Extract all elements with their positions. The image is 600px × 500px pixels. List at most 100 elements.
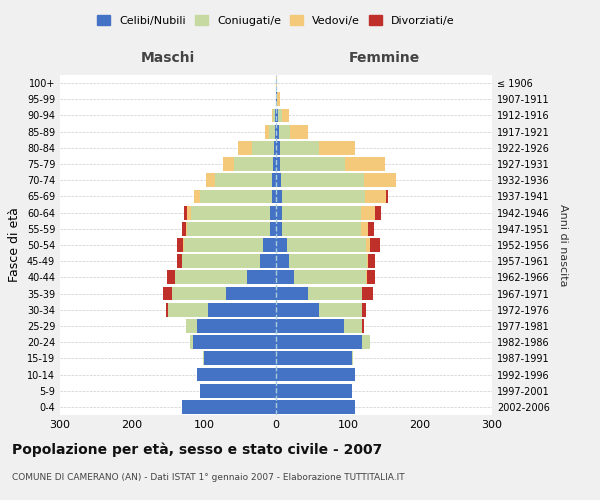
Bar [215, 174, 272, 187]
Bar [193, 336, 276, 349]
Bar [187, 206, 191, 220]
Bar [294, 270, 366, 284]
Bar [273, 157, 276, 171]
Bar [182, 400, 276, 414]
Bar [194, 190, 200, 203]
Bar [370, 238, 380, 252]
Bar [276, 238, 287, 252]
Bar [168, 303, 208, 316]
Bar [187, 222, 270, 235]
Bar [345, 157, 385, 171]
Text: Femmine: Femmine [349, 52, 419, 66]
Bar [183, 238, 184, 252]
Legend: Celibi/Nubili, Coniugati/e, Vedovi/e, Divorziati/e: Celibi/Nubili, Coniugati/e, Vedovi/e, Di… [93, 10, 459, 30]
Bar [274, 141, 276, 154]
Bar [176, 254, 182, 268]
Bar [270, 206, 276, 220]
Bar [276, 286, 308, 300]
Bar [200, 384, 276, 398]
Bar [276, 254, 289, 268]
Bar [366, 238, 370, 252]
Bar [282, 190, 365, 203]
Bar [276, 303, 319, 316]
Bar [280, 157, 345, 171]
Bar [319, 303, 362, 316]
Bar [367, 270, 376, 284]
Text: COMUNE DI CAMERANO (AN) - Dati ISTAT 1° gennaio 2007 - Elaborazione TUTTITALIA.I: COMUNE DI CAMERANO (AN) - Dati ISTAT 1° … [12, 472, 404, 482]
Bar [279, 125, 290, 138]
Bar [361, 222, 368, 235]
Bar [272, 174, 276, 187]
Bar [277, 92, 280, 106]
Bar [276, 336, 362, 349]
Bar [276, 400, 355, 414]
Bar [190, 336, 193, 349]
Bar [282, 108, 289, 122]
Bar [167, 270, 175, 284]
Bar [163, 286, 172, 300]
Bar [276, 319, 344, 333]
Bar [290, 125, 308, 138]
Bar [276, 174, 281, 187]
Bar [362, 303, 366, 316]
Bar [204, 352, 276, 365]
Bar [272, 108, 273, 122]
Bar [184, 238, 263, 252]
Bar [364, 174, 396, 187]
Bar [252, 141, 274, 154]
Bar [362, 336, 370, 349]
Bar [368, 254, 376, 268]
Bar [366, 270, 367, 284]
Bar [223, 157, 233, 171]
Bar [289, 254, 367, 268]
Bar [276, 125, 279, 138]
Bar [282, 206, 361, 220]
Bar [276, 384, 352, 398]
Bar [282, 222, 361, 235]
Bar [276, 157, 280, 171]
Bar [275, 125, 276, 138]
Bar [272, 190, 276, 203]
Bar [276, 206, 282, 220]
Bar [344, 319, 362, 333]
Bar [182, 222, 186, 235]
Bar [200, 190, 272, 203]
Y-axis label: Fasce di età: Fasce di età [8, 208, 21, 282]
Bar [184, 206, 187, 220]
Bar [376, 206, 381, 220]
Bar [208, 303, 276, 316]
Bar [269, 125, 275, 138]
Bar [226, 286, 276, 300]
Text: Popolazione per età, sesso e stato civile - 2007: Popolazione per età, sesso e stato civil… [12, 442, 382, 457]
Bar [182, 254, 260, 268]
Bar [273, 108, 275, 122]
Bar [238, 141, 252, 154]
Bar [247, 270, 276, 284]
Bar [276, 270, 294, 284]
Bar [361, 206, 376, 220]
Bar [276, 92, 277, 106]
Bar [178, 238, 183, 252]
Bar [263, 238, 276, 252]
Bar [276, 108, 278, 122]
Bar [276, 141, 280, 154]
Bar [352, 352, 353, 365]
Bar [276, 190, 282, 203]
Bar [206, 174, 215, 187]
Bar [278, 108, 282, 122]
Bar [276, 352, 352, 365]
Bar [175, 270, 247, 284]
Bar [233, 157, 273, 171]
Bar [191, 206, 270, 220]
Bar [276, 222, 282, 235]
Bar [287, 238, 366, 252]
Bar [270, 222, 276, 235]
Bar [367, 254, 368, 268]
Bar [280, 141, 319, 154]
Bar [276, 368, 355, 382]
Bar [265, 125, 269, 138]
Bar [197, 319, 276, 333]
Bar [386, 190, 388, 203]
Bar [166, 303, 168, 316]
Bar [362, 319, 364, 333]
